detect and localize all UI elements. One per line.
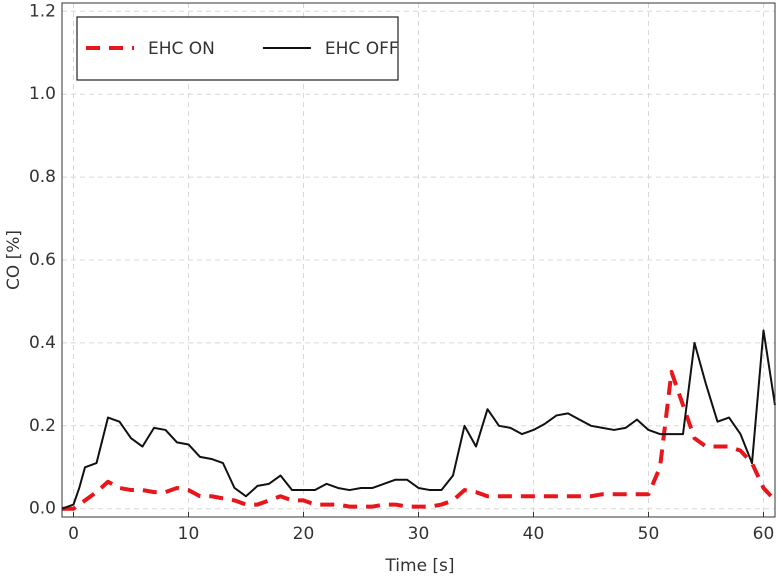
- x-tick-label: 30: [408, 524, 430, 544]
- y-tick-label: 1.0: [29, 84, 56, 104]
- x-tick-label: 0: [68, 524, 79, 544]
- y-axis-label: CO [%]: [4, 230, 24, 290]
- x-tick-label: 60: [753, 524, 775, 544]
- x-axis-label: Time [s]: [384, 556, 454, 576]
- data-line: [62, 369, 777, 511]
- legend-label: EHC OFF: [325, 39, 399, 59]
- data-line: [61, 329, 776, 510]
- plot-frame: [61, 2, 776, 518]
- y-tick-label: 0.8: [29, 167, 56, 187]
- x-tick-label: 50: [638, 524, 660, 544]
- x-tick-label: 20: [293, 524, 315, 544]
- x-tick-label: 40: [523, 524, 545, 544]
- y-tick-label: 1.2: [29, 1, 56, 21]
- y-tick-label: 0.0: [29, 499, 56, 519]
- legend-label: EHC ON: [148, 39, 215, 59]
- y-tick-label: 0.2: [29, 416, 56, 436]
- y-tick-label: 0.6: [29, 250, 56, 270]
- legend-box: [76, 16, 399, 81]
- y-tick-label: 0.4: [29, 333, 56, 353]
- x-tick-label: 10: [178, 524, 200, 544]
